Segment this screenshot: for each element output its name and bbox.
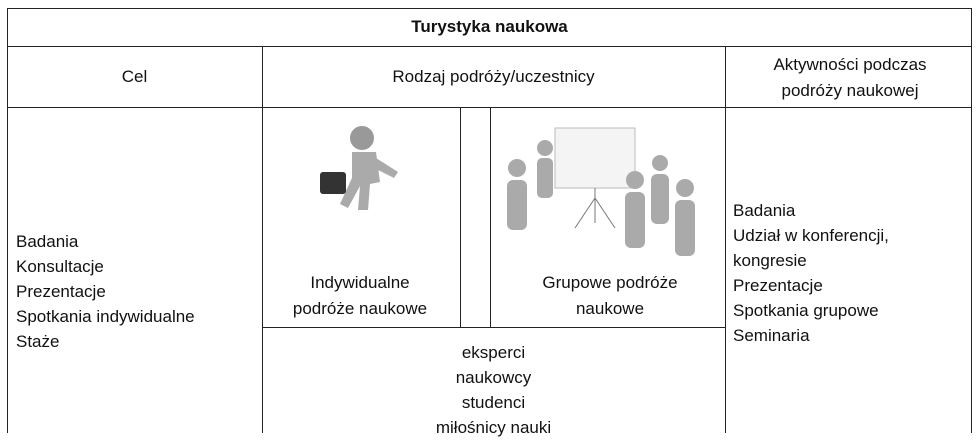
goal: Spotkania indywidualne: [16, 307, 195, 326]
title: Turystyka naukowa: [411, 17, 568, 36]
header: Rodzaj podróży/uczestnicy: [392, 67, 595, 86]
participant: studenci: [461, 393, 526, 412]
border: [725, 46, 726, 433]
header: Cel: [121, 67, 148, 86]
individual-label: Indywidualne podróże naukowe: [292, 273, 428, 318]
activity: Prezentacje: [733, 276, 823, 295]
border: [460, 107, 461, 327]
border: [7, 8, 8, 433]
group-label: Grupowe podróże naukowe: [542, 273, 678, 318]
participant: eksperci: [461, 343, 526, 362]
border: [262, 327, 725, 328]
goal: Badania: [16, 232, 79, 251]
group-image: [507, 127, 695, 256]
participant: miłośnicy nauki: [435, 418, 552, 437]
border: [7, 8, 972, 9]
border: [7, 107, 972, 108]
goal: Prezentacje: [16, 282, 106, 301]
activity: Seminaria: [733, 326, 810, 345]
border: [490, 107, 491, 327]
individual-image: [320, 126, 398, 210]
goal: Staże: [16, 332, 60, 351]
goal-list: Badania Konsultacje Prezentacje Spotkania i…: [16, 229, 195, 354]
activity: Badania: [733, 201, 796, 220]
activity-list: Badania Udział w konferencji, kongresie Pr…: [733, 198, 963, 348]
border: [262, 46, 263, 433]
activity: Spotkania grupowe: [733, 301, 879, 320]
participant: naukowcy: [455, 368, 532, 387]
header: Aktywności podczas podróży naukowej: [773, 55, 927, 100]
activity: Udział w konferencji, kongresie: [733, 226, 889, 270]
border: [971, 8, 972, 433]
goal: Konsultacje: [16, 257, 104, 276]
participant-list: eksperci naukowcy studenci miłośnicy nauki: [262, 340, 725, 440]
border: [7, 46, 972, 47]
